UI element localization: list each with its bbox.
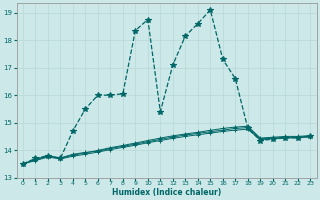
X-axis label: Humidex (Indice chaleur): Humidex (Indice chaleur) (112, 188, 221, 197)
